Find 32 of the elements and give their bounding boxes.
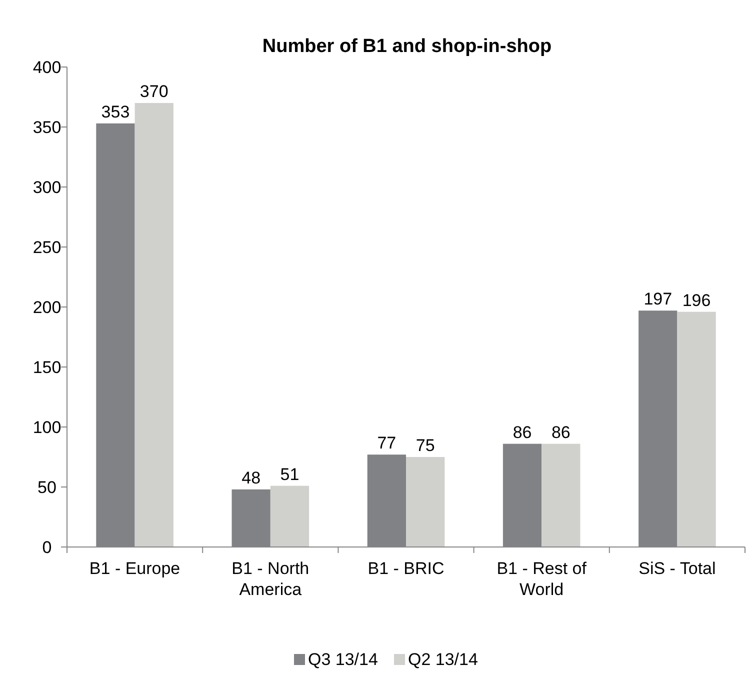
data-label: 86 bbox=[512, 422, 532, 442]
data-label: 197 bbox=[644, 290, 672, 309]
data-label: 77 bbox=[377, 434, 396, 453]
x-tick-label: SiS - Total bbox=[638, 559, 716, 578]
y-tick-label: 0 bbox=[42, 538, 52, 557]
x-tick-label: B1 - BRIC bbox=[368, 559, 444, 578]
chart-title: Number of B1 and shop-in-shop bbox=[262, 36, 552, 57]
y-tick-label: 350 bbox=[32, 118, 62, 137]
bar bbox=[677, 312, 716, 547]
data-label: 51 bbox=[280, 464, 300, 484]
data-label: 48 bbox=[242, 468, 261, 488]
x-tick-label: B1 - North America bbox=[232, 559, 310, 599]
legend-label: Q2 13/14 bbox=[408, 650, 478, 669]
data-label: 75 bbox=[416, 436, 435, 455]
data-label: 370 bbox=[140, 82, 168, 101]
y-tick-label: 300 bbox=[32, 178, 62, 197]
data-label: 353 bbox=[101, 102, 130, 122]
data-label: 86 bbox=[551, 422, 570, 442]
y-tick-label: 150 bbox=[32, 358, 62, 377]
y-tick-label: 400 bbox=[32, 58, 62, 77]
y-tick-label: 50 bbox=[38, 478, 56, 497]
x-tick-label: B1 - Europe bbox=[89, 559, 180, 578]
bar bbox=[134, 103, 174, 547]
bar bbox=[542, 444, 580, 547]
legend-label: Q3 13/14 bbox=[308, 650, 378, 669]
x-tick-label: B1 - Rest of World bbox=[496, 559, 587, 599]
y-tick-label: 250 bbox=[32, 238, 62, 257]
data-label: 196 bbox=[682, 290, 711, 310]
bar bbox=[406, 457, 445, 547]
y-tick-label: 200 bbox=[32, 298, 62, 317]
bar bbox=[270, 486, 310, 547]
y-tick-label: 100 bbox=[32, 418, 62, 437]
